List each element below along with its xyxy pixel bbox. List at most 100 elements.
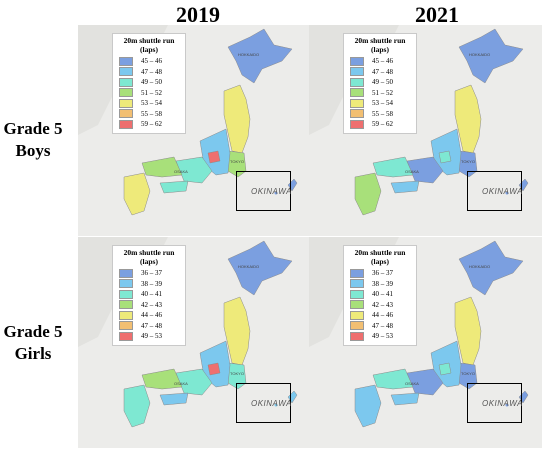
legend-label: 51 – 52 [372,88,393,97]
legend-item: 38 – 39 [347,279,413,290]
legend-swatch [350,56,364,66]
legend-item: 49 – 50 [116,77,182,88]
legend-item: 47 – 48 [116,321,182,332]
legend: 20m shuttle run (laps) 45 – 46 47 – 48 49 – … [343,33,417,134]
legend-swatch [350,109,364,119]
kansai-region [406,156,444,184]
highlight-prefecture [207,150,221,164]
map-panel: HOKKAIDO TOKYO OSAKA OKINAWA 20m shuttle run… [309,25,542,236]
legend-item: 42 – 43 [116,300,182,311]
legend-label: 38 – 39 [141,279,162,288]
legend-label: 55 – 58 [372,109,393,118]
tohoku-region [223,296,251,366]
place-label-osaka: OSAKA [174,381,188,386]
okinawa-label: OKINAWA [251,187,292,196]
legend-label: 38 – 39 [372,279,393,288]
okinawa-inset-box [236,171,291,211]
legend-swatch [350,77,364,87]
legend-item: 36 – 37 [116,268,182,279]
place-label-tokyo: TOKYO [230,159,244,164]
shikoku-region [390,180,420,194]
tohoku-region [454,296,482,366]
place-label-tokyo: TOKYO [230,371,244,376]
okinawa-label: OKINAWA [251,399,292,408]
legend: 20m shuttle run (laps) 45 – 46 47 – 48 49 – … [112,33,186,134]
legend-swatch [350,119,364,129]
legend-swatch [119,321,133,331]
okinawa-label: OKINAWA [482,399,523,408]
kyushu-region [123,172,151,216]
legend-label: 42 – 43 [141,300,162,309]
legend-item: 40 – 41 [347,289,413,300]
legend-item: 55 – 58 [347,109,413,120]
legend-swatch [119,300,133,310]
row-label-girls-line1: Grade 5 [3,322,63,341]
legend-title: 20m shuttle run [354,248,406,257]
okinawa-islet [505,191,509,195]
legend-item: 53 – 54 [116,98,182,109]
place-label-hokkaido: HOKKAIDO [469,52,491,57]
legend-item: 55 – 58 [116,109,182,120]
legend-swatch [350,98,364,108]
legend-item: 45 – 46 [116,56,182,67]
legend-title: 20m shuttle run [123,248,175,257]
row-label-boys: Grade 5 Boys [0,118,66,162]
legend-subtitle: (laps) [371,45,389,54]
place-label-hokkaido: HOKKAIDO [469,264,491,269]
legend-item: 44 – 46 [347,310,413,321]
legend-swatch [350,331,364,341]
legend-swatch [119,88,133,98]
tohoku-region [223,84,251,154]
legend-label: 47 – 48 [141,321,162,330]
hokkaido-region [458,240,524,296]
highlight-prefecture [207,362,221,376]
legend-item: 47 – 48 [116,67,182,78]
legend-label: 59 – 62 [141,120,162,129]
row-label-girls-line2: Girls [14,344,52,363]
legend-item: 51 – 52 [347,88,413,99]
legend-item: 38 – 39 [116,279,182,290]
legend-label: 47 – 48 [372,67,393,76]
tohoku-region [454,84,482,154]
legend-subtitle: (laps) [140,45,158,54]
highlight-prefecture [438,362,452,376]
place-label-tokyo: TOKYO [461,159,475,164]
legend-item: 36 – 37 [347,268,413,279]
legend-swatch [350,279,364,289]
legend: 20m shuttle run (laps) 36 – 37 38 – 39 40 – … [343,245,417,346]
shikoku-region [159,180,189,194]
okinawa-islet [505,403,509,407]
kansai-region [175,368,213,396]
legend-swatch [119,289,133,299]
kyushu-region [354,172,382,216]
place-label-tokyo: TOKYO [461,371,475,376]
okinawa-inset-box [467,383,522,423]
legend-label: 44 – 46 [372,311,393,320]
okinawa-islet [274,403,278,407]
place-label-osaka: OSAKA [405,169,419,174]
place-label-hokkaido: HOKKAIDO [238,52,260,57]
legend-item: 59 – 62 [116,119,182,130]
legend-label: 40 – 41 [372,290,393,299]
legend-item: 49 – 50 [347,77,413,88]
legend-swatch [119,98,133,108]
legend-title: 20m shuttle run [354,36,406,45]
shikoku-region [159,392,189,406]
legend-swatch [350,310,364,320]
highlight-prefecture [438,150,452,164]
place-label-osaka: OSAKA [405,381,419,386]
legend-label: 36 – 37 [141,269,162,278]
legend-label: 53 – 54 [372,99,393,108]
legend-swatch [350,300,364,310]
row-label-boys-line2: Boys [15,141,51,160]
legend-label: 42 – 43 [372,300,393,309]
legend-swatch [119,56,133,66]
legend-swatch [350,289,364,299]
hokkaido-region [227,240,293,296]
legend-swatch [350,67,364,77]
legend-item: 47 – 48 [347,67,413,78]
okinawa-islet [274,191,278,195]
legend-item: 45 – 46 [347,56,413,67]
legend-swatch [119,109,133,119]
place-label-hokkaido: HOKKAIDO [238,264,260,269]
